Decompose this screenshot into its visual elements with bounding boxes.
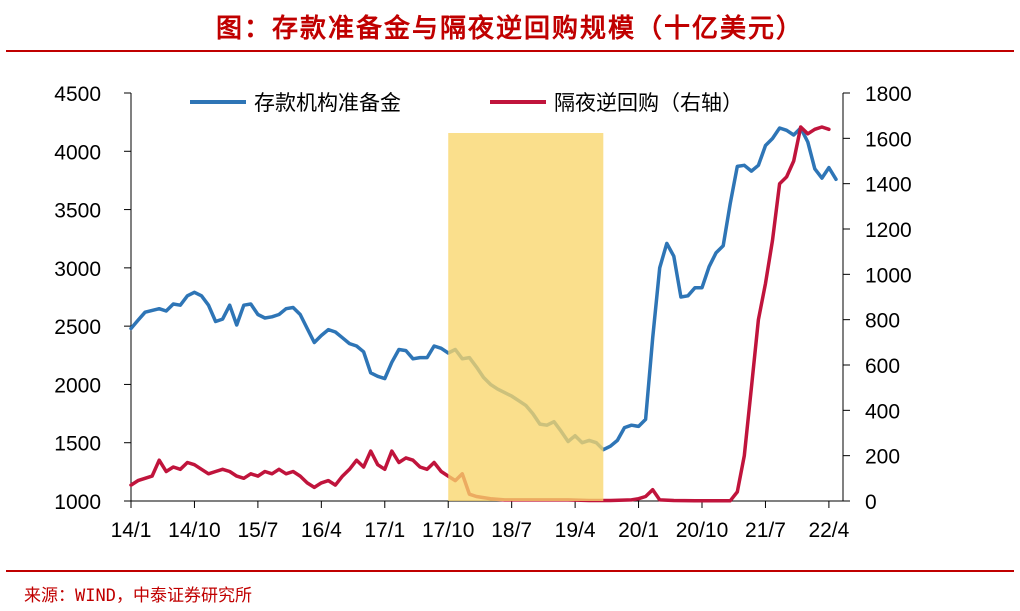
x-tick-label: 21/7 [745,519,786,542]
x-tick-label: 20/1 [618,519,659,542]
legend-label-reverse-repo: 隔夜逆回购（右轴） [554,91,743,115]
highlight-band [448,133,604,501]
footer-rule [6,570,1014,572]
legend-label-reserves: 存款机构准备金 [254,91,401,115]
y-right-tick-label: 1200 [865,219,912,242]
source-note: 来源：WIND，中泰证券研究所 [24,586,252,606]
y-right-tick-label: 1000 [865,264,912,287]
y-right-tick-label: 200 [865,446,900,469]
y-left-tick-label: 3000 [54,258,101,281]
x-tick-label: 19/4 [555,519,596,542]
y-left-tick-label: 1000 [54,491,101,514]
y-right-tick-label: 400 [865,400,900,423]
chart-canvas: 1000 1500 2000 2500 3000 3500 4000 4500 0 200 400 6… [54,83,911,542]
y-right-tick-label: 1600 [865,128,912,151]
y-left-tick-label: 4500 [54,83,101,106]
x-tick-label: 14/1 [111,519,152,542]
series-line-reverse-repo [129,125,831,503]
axes-layer: 1000 1500 2000 2500 3000 3500 4000 4500 0 200 400 6… [54,83,911,542]
y-left-tick-label: 2500 [54,316,101,339]
y-left-tick-label: 1500 [54,433,101,456]
chart-title: 图：存款准备金与隔夜逆回购规模（十亿美元） [215,14,804,44]
title-rule [6,50,1014,52]
y-right-tick-label: 600 [865,355,900,378]
y-right-tick-label: 1800 [865,83,912,106]
x-tick-label: 22/4 [808,519,849,542]
x-tick-label: 18/7 [491,519,532,542]
y-right-tick-label: 800 [865,310,900,333]
y-left-tick-label: 3500 [54,200,101,223]
y-right-tick-label: 1400 [865,174,912,197]
y-right-tick-label: 0 [865,491,877,514]
y-left-tick-label: 2000 [54,374,101,397]
x-tick-label: 17/1 [364,519,405,542]
x-tick-label: 15/7 [237,519,278,542]
x-tick-label: 14/10 [168,519,221,542]
x-tick-label: 20/10 [676,519,729,542]
x-tick-label: 16/4 [301,519,342,542]
legend: 存款机构准备金 隔夜逆回购（右轴） [190,91,743,115]
series-layer [129,125,838,503]
x-tick-label: 17/10 [422,519,475,542]
y-left-tick-label: 4000 [54,141,101,164]
